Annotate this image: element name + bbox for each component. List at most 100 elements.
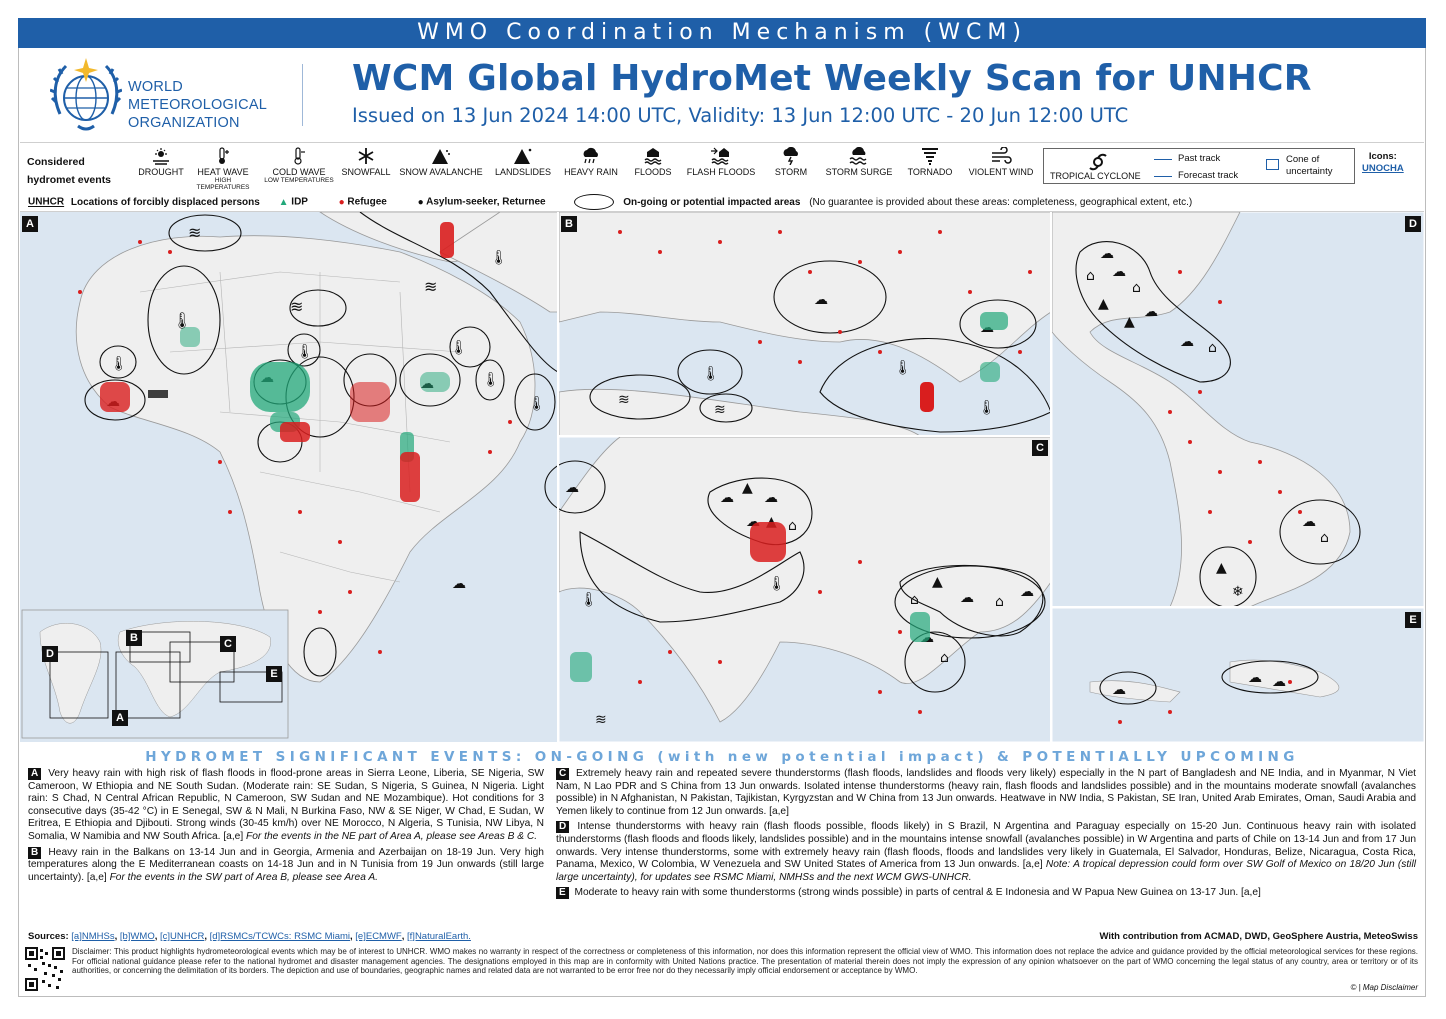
- legend-heat-wave-sub: HIGH TEMPERATURES: [196, 177, 250, 191]
- storm-surge-icon: [849, 147, 867, 165]
- legend-storm-surge: STORM SURGE: [824, 147, 894, 177]
- svg-text:🌡: 🌡: [768, 576, 786, 592]
- svg-text:⌂: ⌂: [788, 518, 797, 534]
- panel-label-b: B: [561, 216, 577, 232]
- floods-icon: [644, 148, 662, 165]
- legend-considered-line2: hydromet events: [27, 174, 112, 186]
- svg-text:⌂: ⌂: [1086, 268, 1095, 284]
- panel-a-refugee-points: [78, 222, 512, 654]
- svg-text:❄: ❄: [1232, 584, 1244, 600]
- legend-storm: STORM: [766, 147, 816, 177]
- qr-code[interactable]: [24, 946, 66, 992]
- svg-text:🌡: 🌡: [490, 250, 508, 266]
- source-naturalearth-link[interactable]: [f]NaturalEarth.: [407, 931, 471, 942]
- impacted-note: (No guarantee is provided about these ar…: [809, 196, 1193, 208]
- drought-icon: [153, 148, 169, 165]
- panel-c-map: ☁ ☁ ▲ ☁ ☁ ▲ ⌂ 🌡 🌡 ⌂ ▲ ☁ ⌂ ☁ ☁ ⌂ ≋: [544, 436, 1052, 742]
- source-wmo-link[interactable]: [b]WMO: [119, 931, 155, 942]
- svg-text:☁: ☁: [1272, 674, 1286, 690]
- icons-source-link[interactable]: UNOCHA: [1362, 163, 1404, 174]
- event-d-text: Intense thunderstorms with heavy rain (f…: [556, 821, 1416, 871]
- legend-snowfall-label: SNOWFALL: [341, 167, 391, 177]
- event-e: E Moderate to heavy rain with some thund…: [556, 887, 1416, 900]
- legend-heavy-rain-label: HEAVY RAIN: [564, 167, 618, 177]
- org-line-2: METEOROLOGICAL: [128, 97, 267, 113]
- legend-floods: FLOODS: [628, 147, 678, 177]
- svg-text:☁: ☁: [1112, 682, 1126, 698]
- legend-heat-wave-label: HEAT WAVE: [197, 167, 249, 177]
- source-nmhss-link[interactable]: [a]NMHSs: [71, 931, 115, 942]
- source-ecmwf-link[interactable]: [e]ECMWF: [355, 931, 402, 942]
- panel-e-hazard-icons: ☁ ☁ ☁: [1112, 670, 1286, 698]
- svg-text:☁: ☁: [1302, 514, 1316, 530]
- locations-legend: UNHCR Locations of forcibly displaced pe…: [28, 194, 1192, 210]
- legend-storm-surge-label: STORM SURGE: [825, 167, 893, 177]
- panel-label-c: C: [1032, 440, 1048, 456]
- legend-cold-wave-sub: LOW TEMPERATURES: [264, 177, 334, 184]
- svg-text:☁: ☁: [452, 576, 466, 592]
- legend-violent-wind-label: VIOLENT WIND: [968, 167, 1034, 177]
- panel-a-idp-points: [180, 327, 450, 462]
- inset-world-map: [21, 609, 289, 739]
- event-d: D Intense thunderstorms with heavy rain …: [556, 821, 1416, 884]
- heat-wave-icon: [219, 147, 229, 164]
- legend-snowfall: SNOWFALL: [338, 147, 394, 177]
- contribution: With contribution from ACMAD, DWD, GeoSp…: [1099, 931, 1418, 942]
- legend-tropical-cyclone-box: TROPICAL CYCLONE Past track Forecast tra…: [1043, 148, 1355, 184]
- svg-text:⌂: ⌂: [995, 594, 1004, 610]
- legend-heavy-rain: HEAVY RAIN: [560, 147, 622, 177]
- map-disclaimer-link[interactable]: © | Map Disclaimer: [1350, 983, 1418, 992]
- source-rsmc-link[interactable]: [d]RSMCs/TCWCs: RSMC Miami: [209, 931, 351, 942]
- svg-text:≋: ≋: [424, 277, 437, 296]
- svg-text:☁: ☁: [720, 490, 734, 506]
- tropical-cyclone-icon: [1089, 153, 1107, 171]
- idp-marker: ▲: [278, 196, 289, 208]
- svg-text:☁: ☁: [1144, 304, 1158, 320]
- svg-text:☁: ☁: [1100, 246, 1114, 262]
- svg-text:☁: ☁: [764, 490, 778, 506]
- event-d-tag: D: [556, 821, 570, 834]
- event-a: A Very heavy rain with high risk of flas…: [28, 768, 544, 844]
- svg-text:≋: ≋: [188, 223, 201, 242]
- events-right-column: C Extremely heavy rain and repeated seve…: [556, 768, 1416, 903]
- legend-tornado: TORNADO: [900, 147, 960, 177]
- events-left-column: A Very heavy rain with high risk of flas…: [28, 768, 544, 887]
- legend-violent-wind: VIOLENT WIND: [964, 147, 1038, 177]
- org-line-1: WORLD: [128, 79, 183, 95]
- panel-label-d: D: [1405, 216, 1421, 232]
- legend-tornado-label: TORNADO: [907, 167, 953, 177]
- svg-text:🌡: 🌡: [172, 311, 192, 330]
- flash-floods-icon: [711, 147, 729, 165]
- sources-label: Sources:: [28, 931, 69, 942]
- issued-line: Issued on 13 Jun 2024 14:00 UTC, Validit…: [352, 104, 1129, 127]
- panel-e-map: ☁ ☁ ☁: [1051, 607, 1424, 742]
- asylum-marker: ●: [417, 196, 424, 208]
- event-a-text: Very heavy rain with high risk of flash …: [28, 768, 544, 842]
- header: WORLD METEOROLOGICAL ORGANIZATION WCM Gl…: [20, 50, 1424, 142]
- legend-tropical-cyclone-label: TROPICAL CYCLONE: [1050, 171, 1141, 181]
- impacted-label: On-going or potential impacted areas: [623, 196, 801, 208]
- inset-label-e: E: [266, 666, 282, 682]
- legend-cone-line1: Cone of: [1286, 154, 1320, 165]
- impacted-area-swatch: [574, 194, 615, 210]
- sources: Sources: [a]NMHSs, [b]WMO, [c]UNHCR, [d]…: [28, 931, 471, 942]
- panel-d-hazard-icons: ☁ ⌂ ☁ ⌂ ▲ ▲ ☁ ☁ ⌂ ☁ ⌂ ▲ ❄: [1086, 246, 1329, 600]
- inset-label-a: A: [112, 710, 128, 726]
- svg-text:▲: ▲: [742, 480, 753, 496]
- legend-cold-wave-label: COLD WAVE: [272, 167, 326, 177]
- events-title: HYDROMET SIGNIFICANT EVENTS: ON-GOING (w…: [145, 749, 1299, 765]
- legend-flash-floods-label: FLASH FLOODS: [686, 167, 756, 177]
- landslides-icon: [514, 148, 532, 164]
- tornado-icon: [922, 148, 938, 165]
- idp-label: IDP: [291, 196, 308, 208]
- legend-landslides-label: LANDSLIDES: [494, 167, 552, 177]
- svg-text:⌂: ⌂: [940, 650, 949, 666]
- source-unhcr-link[interactable]: [c]UNHCR: [160, 931, 205, 942]
- svg-text:≋: ≋: [618, 392, 630, 408]
- event-d-note: Note: A tropical depression could form o…: [556, 859, 1416, 883]
- inset-label-d: D: [42, 646, 58, 662]
- event-b-note: For the events in the SW part of Area B,…: [109, 871, 378, 883]
- svg-text:▲: ▲: [1098, 296, 1109, 312]
- svg-text:🌡: 🌡: [978, 400, 996, 416]
- svg-text:🌡: 🌡: [580, 592, 598, 608]
